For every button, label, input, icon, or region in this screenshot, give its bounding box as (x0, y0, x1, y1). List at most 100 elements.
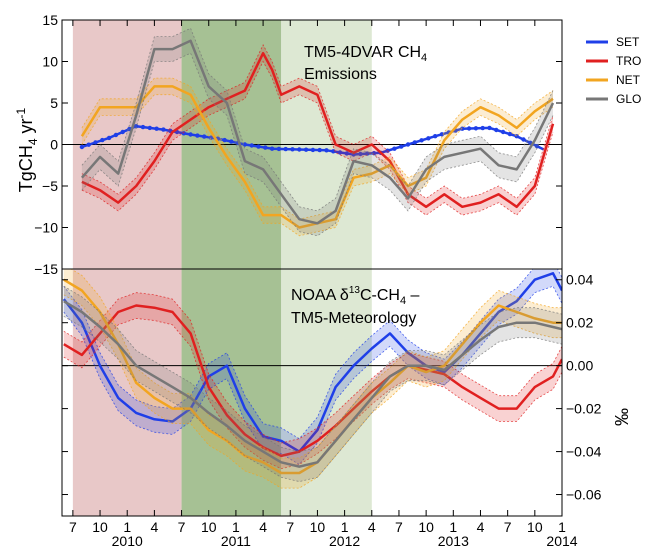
xtick-label: 1 (558, 519, 566, 535)
top-set-point (487, 125, 492, 131)
bottom-ytick-label: −0.06 (566, 487, 602, 503)
top-set-point (303, 147, 309, 152)
year-label: 2013 (438, 533, 469, 547)
top-set-point (297, 147, 302, 152)
bottom-glo-line (63, 300, 562, 468)
top-set-point (324, 148, 329, 153)
top-set-point (242, 142, 248, 147)
top-set-point (521, 137, 526, 142)
top-net-band-lower (81, 94, 554, 237)
top-set-point (161, 127, 166, 132)
bottom-glo-band-lower (63, 315, 562, 483)
bottom-tro-band-lower (63, 317, 562, 470)
top-panel-annotation-line2: Emissions (304, 66, 377, 83)
top-set-point (283, 146, 288, 152)
top-set-point (405, 142, 411, 147)
top-ytick-label: −5 (42, 178, 58, 194)
top-set-point (222, 137, 227, 143)
top-ytick-label: 10 (42, 54, 58, 70)
year-label: 2014 (546, 533, 577, 547)
xtick-label: 7 (69, 519, 77, 535)
top-ytick-label: 15 (42, 12, 58, 28)
xtick-label: 1 (123, 519, 131, 535)
top-set-point (494, 127, 499, 133)
top-glo-band-upper (81, 27, 554, 212)
top-set-point (507, 131, 513, 137)
xtick-label: 4 (368, 519, 376, 535)
top-ytick-label: −15 (34, 261, 58, 277)
top-set-point (317, 147, 322, 153)
top-set-point (269, 146, 275, 151)
bottom-panel-frame (61, 268, 563, 517)
top-net-band (81, 78, 554, 236)
top-set-point (419, 138, 424, 143)
bottom-glo-band (63, 286, 562, 482)
top-ytick-label: −10 (34, 220, 58, 236)
top-set-point (188, 132, 193, 137)
legend-label-set: SET (616, 35, 640, 49)
zero-lines (62, 144, 562, 367)
top-set-point (263, 145, 268, 150)
top-set-point (466, 126, 472, 131)
bottom-ylabel: ‰ (612, 408, 632, 426)
xtick-label: 1 (341, 519, 349, 535)
top-set-point (86, 142, 91, 147)
top-panel-annotation: TM5-4DVAR CH4 (304, 44, 427, 64)
top-set-point (93, 140, 98, 145)
bottom-panel-series (62, 269, 562, 489)
bottom-set-band-lower (63, 285, 562, 466)
top-set-point (276, 146, 282, 152)
year-label: 2010 (112, 533, 143, 547)
top-panel-series (79, 27, 555, 237)
xtick-label: 10 (527, 519, 543, 535)
top-set-point (365, 151, 370, 156)
bottom-set-line (62, 272, 562, 453)
bottom-tro-band (63, 292, 562, 469)
top-tro-band-upper (81, 44, 554, 199)
top-ytick-label: 5 (50, 95, 58, 111)
top-set-point (399, 144, 404, 149)
bottom-panel-annotation: NOAA δ13C-CH4 – (291, 285, 420, 307)
legend-label-tro: TRO (616, 54, 641, 68)
top-tro-line (81, 51, 555, 209)
top-set-point (229, 139, 234, 144)
top-set-point (412, 140, 417, 145)
xtick-label: 10 (201, 519, 217, 535)
year-label: 2012 (329, 533, 360, 547)
top-ytick-label: 0 (50, 137, 58, 153)
bottom-tro-line (63, 304, 562, 458)
xtick-label: 7 (286, 519, 294, 535)
bottom-set-band-upper (63, 269, 562, 440)
top-set-point (392, 146, 397, 151)
xtick-label: 10 (92, 519, 108, 535)
shaded-period-1 (181, 20, 282, 516)
xtick-label: 7 (395, 519, 403, 535)
bottom-ytick-label: 0.02 (566, 315, 593, 331)
top-set-point (358, 151, 363, 157)
top-set-point (439, 132, 445, 137)
top-ylabel: TgCH4 yr-1 (14, 107, 40, 192)
xtick-label: 7 (178, 519, 186, 535)
bottom-set-band (63, 269, 562, 465)
legend-label-net: NET (616, 73, 641, 87)
top-set-point (426, 136, 431, 141)
bottom-net-band-upper (70, 269, 562, 459)
top-glo-line (80, 39, 555, 225)
bottom-panel-annotation-line2: TM5-Meteorology (291, 310, 416, 327)
top-tro-band-lower (81, 60, 554, 216)
bottom-glo-band-upper (63, 285, 562, 453)
xtick-label: 4 (259, 519, 267, 535)
shaded-periods (72, 20, 372, 516)
top-set-point (337, 150, 343, 155)
bottom-ytick-label: −0.02 (566, 401, 602, 417)
year-label: 2011 (221, 533, 251, 547)
top-set-point (79, 144, 85, 150)
xtick-label: 10 (310, 519, 326, 535)
top-set-point (310, 147, 316, 153)
top-set-point (290, 147, 295, 152)
xtick-label: 4 (477, 519, 485, 535)
top-set-point (140, 124, 146, 130)
xtick-label: 1 (449, 519, 457, 535)
top-set-point (473, 126, 479, 131)
